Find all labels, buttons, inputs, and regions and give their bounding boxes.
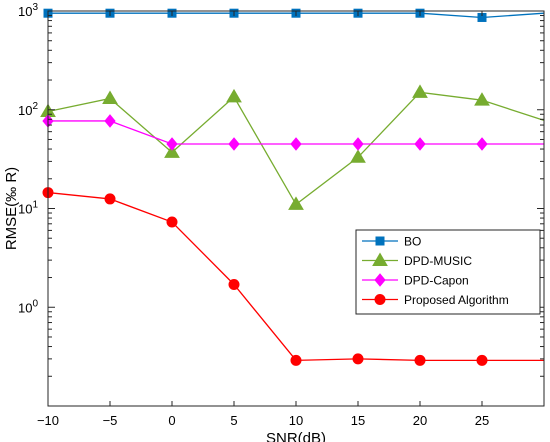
x-tick-label: 25 [475,413,489,428]
y-tick-label: 102 [18,101,38,118]
axes-layer: −10 −5 0 5 10 15 20 25 100 101 102 103 [18,2,544,428]
legend-label: DPD-MUSIC [404,254,472,268]
x-tick-label: 10 [289,413,303,428]
x-axis-label: SNR(dB) [266,430,326,442]
data-point-dpd-music [164,144,180,158]
data-point-proposed-algorithm [414,354,426,366]
legend-item-dpd-capon: DPD-Capon [362,273,469,288]
legend-item-bo: BO [362,235,421,249]
legend-marker [374,294,386,305]
y-axis-label: RMSE(‰ R) [3,167,20,250]
x-tick-label: 5 [230,413,237,428]
y-tick-label: 101 [18,200,38,217]
data-point-dpd-music [474,92,490,106]
x-tick-label: 15 [351,413,365,428]
y-tick-label: 103 [18,2,38,19]
data-point-proposed-algorithm [476,354,488,366]
legend-item-dpd-music: DPD-MUSIC [362,252,472,268]
series-proposed-algorithm [42,187,544,366]
series-dpd-capon [42,114,544,151]
legend-label: BO [404,235,421,249]
x-tick-label: −5 [103,413,118,428]
data-point-dpd-capon [352,137,364,151]
legend-marker [375,236,385,246]
legend-label: DPD-Capon [404,274,469,288]
data-point-proposed-algorithm [104,193,116,205]
legend-marker [374,273,386,287]
legend-item-proposed-algorithm: Proposed Algorithm [362,293,509,307]
data-point-proposed-algorithm [228,278,240,290]
data-point-dpd-music [350,149,366,163]
legend-marker [372,252,388,266]
x-tick-label: −10 [37,413,59,428]
data-point-proposed-algorithm [352,353,364,365]
data-point-dpd-music [102,90,118,104]
data-point-dpd-capon [476,137,488,151]
data-point-dpd-capon [104,114,116,128]
x-tick-label: 20 [413,413,427,428]
y-tick-label: 100 [18,298,38,315]
x-tick-label: 0 [168,413,175,428]
data-point-dpd-capon [414,137,426,151]
data-point-dpd-music [288,196,304,210]
data-point-proposed-algorithm [290,354,302,366]
data-point-dpd-capon [290,137,302,151]
data-point-dpd-music [412,84,428,98]
data-point-proposed-algorithm [166,216,178,228]
legend: BO DPD-MUSIC DPD-Capon Proposed Algorithm [355,229,541,315]
legend-label: Proposed Algorithm [404,293,509,307]
data-point-dpd-music [226,88,242,103]
data-point-dpd-capon [228,137,240,151]
series-dpd-music [40,84,545,210]
data-point-dpd-capon [166,137,178,151]
